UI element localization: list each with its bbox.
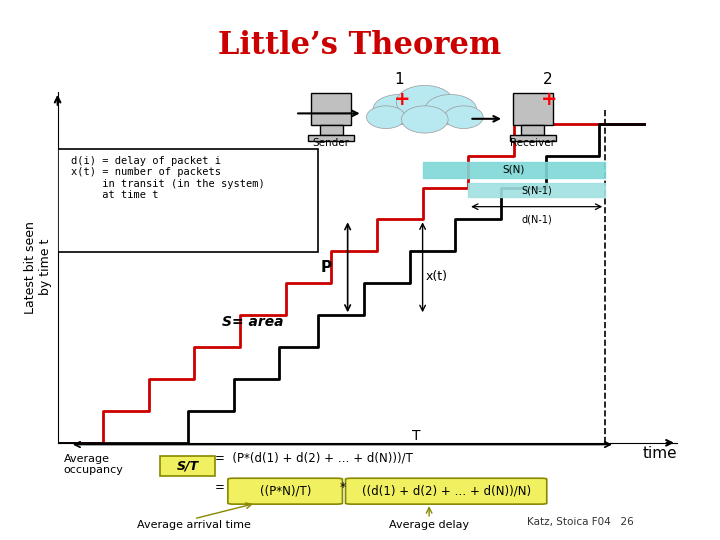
Text: S= area: S= area — [222, 314, 284, 328]
Circle shape — [373, 94, 425, 125]
Text: 2: 2 — [542, 72, 552, 87]
Circle shape — [402, 106, 448, 133]
Text: Little’s Theorem: Little’s Theorem — [218, 30, 502, 62]
Text: d(i) = delay of packet i
x(t) = number of packets
     in transit (in the system: d(i) = delay of packet i x(t) = number o… — [71, 156, 264, 200]
Text: +: + — [394, 90, 410, 110]
Text: =  (P*(d(1) + d(2) + … + d(N)))/T: = (P*(d(1) + d(2) + … + d(N)))/T — [215, 452, 413, 465]
Text: *: * — [339, 481, 346, 494]
Bar — [320, 125, 343, 135]
Circle shape — [366, 106, 405, 129]
Circle shape — [444, 106, 483, 129]
Bar — [510, 135, 556, 141]
Text: S(N): S(N) — [503, 165, 525, 175]
Text: =: = — [215, 481, 229, 494]
Circle shape — [396, 85, 454, 119]
Text: Katz, Stoica F04   26: Katz, Stoica F04 26 — [527, 516, 634, 526]
FancyBboxPatch shape — [160, 456, 215, 476]
FancyBboxPatch shape — [228, 478, 343, 504]
Text: x(t): x(t) — [426, 271, 448, 284]
Text: 1: 1 — [395, 72, 405, 87]
Bar — [513, 93, 553, 125]
Text: Average
occupancy: Average occupancy — [64, 454, 124, 475]
Text: S(N-1): S(N-1) — [521, 185, 552, 195]
Text: Average delay: Average delay — [389, 520, 469, 530]
Text: d(N-1): d(N-1) — [521, 214, 552, 225]
Bar — [311, 93, 351, 125]
Text: Receiver: Receiver — [510, 138, 555, 148]
X-axis label: time: time — [642, 446, 677, 461]
Circle shape — [425, 94, 477, 125]
Text: T: T — [413, 429, 421, 443]
FancyBboxPatch shape — [58, 149, 318, 252]
Text: P: P — [320, 260, 331, 275]
Bar — [521, 125, 544, 135]
FancyBboxPatch shape — [346, 478, 546, 504]
Text: +: + — [541, 90, 557, 110]
Text: ((P*N)/T): ((P*N)/T) — [260, 485, 311, 498]
Y-axis label: Latest bit seen
by time t: Latest bit seen by time t — [24, 221, 52, 314]
Text: Sender: Sender — [312, 138, 350, 148]
Text: ((d(1) + d(2) + … + d(N))/N): ((d(1) + d(2) + … + d(N))/N) — [362, 485, 531, 498]
Text: Average arrival time: Average arrival time — [137, 520, 251, 530]
Bar — [308, 135, 354, 141]
Text: S/T: S/T — [176, 460, 199, 472]
